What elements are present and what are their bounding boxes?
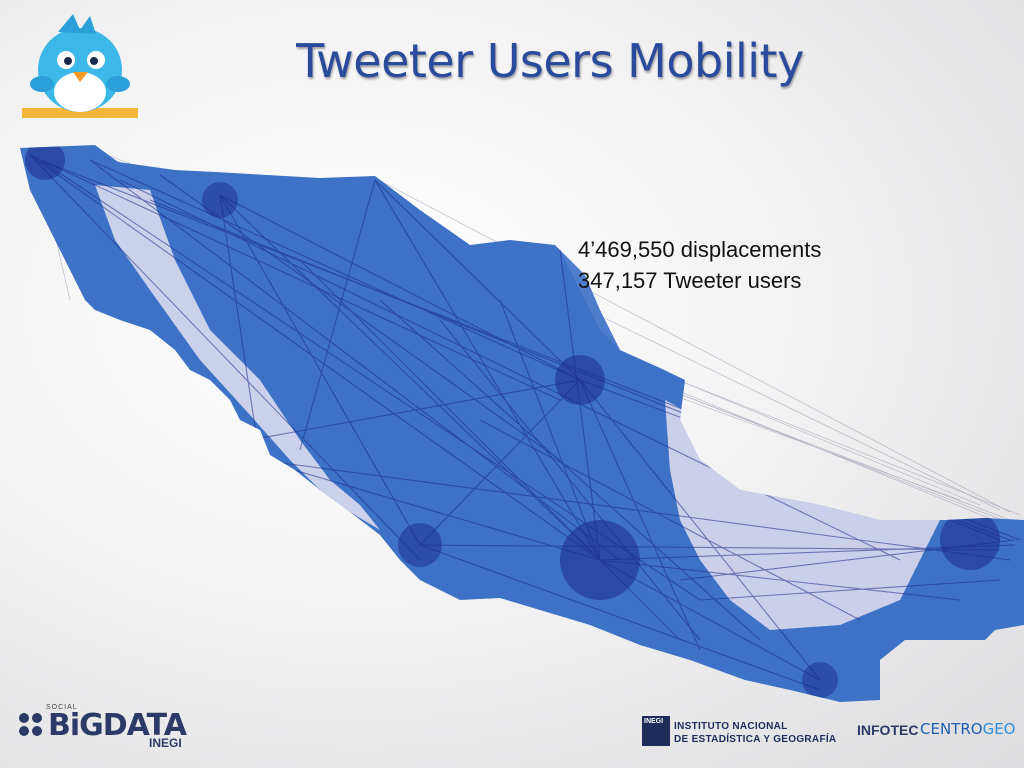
centrogeo-logo: CENTROGEO — [920, 720, 1016, 738]
inegi-seal: INEGI — [642, 716, 670, 746]
users-count: 347,157 Tweeter users — [578, 268, 802, 293]
internal-flow-lines — [29, 154, 1021, 691]
social-label: SOCIAL — [46, 704, 78, 711]
bigdata-inegi-label: INEGI — [149, 736, 182, 750]
bird-mascot-logo — [22, 14, 138, 118]
inegi-name-line2: DE ESTADÍSTICA Y GEOGRAFÍA — [674, 734, 837, 745]
social-bigdata-logo: SOCIAL BiGDATA INEGI — [16, 702, 187, 752]
hubs — [25, 145, 1000, 698]
displacements-count: 4’469,550 displacements — [578, 237, 822, 262]
infotec-logo: INFOTEC — [857, 722, 919, 738]
social-network-icons — [19, 713, 42, 736]
stats-block: 4’469,550 displacements 347,157 Tweeter … — [578, 234, 821, 296]
centrogeo-part1: CENTRO — [920, 720, 983, 738]
mexico-land — [20, 145, 1024, 702]
inegi-logo: INEGI INSTITUTO NACIONAL DE ESTADÍSTICA … — [642, 716, 852, 746]
slide-title: Tweeter Users Mobility — [296, 34, 804, 88]
bigdata-wordmark: BiGDATA — [48, 708, 187, 743]
centrogeo-part2: GEO — [982, 720, 1016, 738]
inegi-name-line1: INSTITUTO NACIONAL — [674, 721, 788, 732]
